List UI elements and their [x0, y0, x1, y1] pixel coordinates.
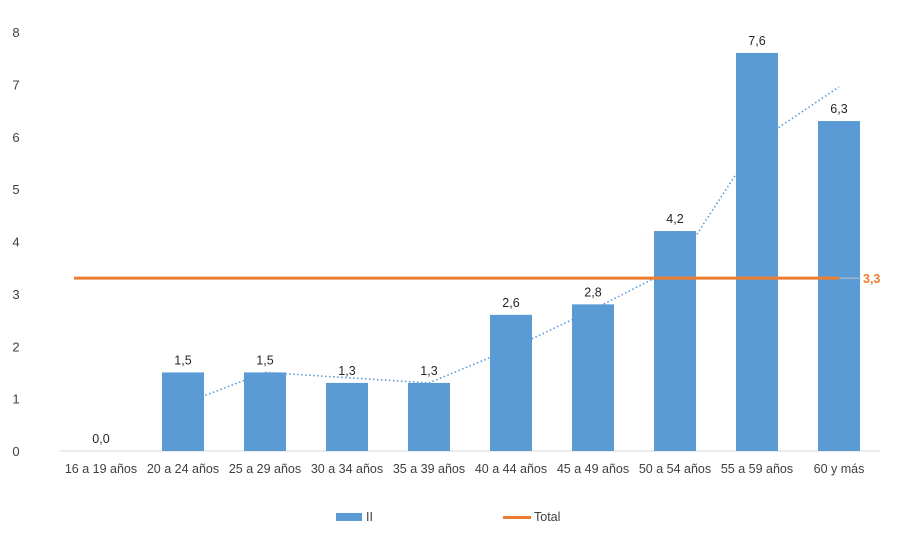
- data-label: 4,2: [666, 212, 683, 226]
- category-label: 50 a 54 años: [639, 462, 711, 476]
- data-label: 1,3: [338, 364, 355, 378]
- bar: [654, 231, 696, 451]
- bar: [408, 382, 450, 451]
- legend-item-ii: II: [336, 510, 373, 524]
- y-tick-label: 6: [12, 130, 19, 145]
- legend-item-total: Total: [503, 510, 560, 524]
- y-tick-label: 3: [12, 287, 19, 302]
- y-axis-ticks: 0 1 2 3 4 5 6 7 8: [12, 25, 19, 459]
- legend-label: II: [366, 510, 373, 524]
- category-label: 55 a 59 años: [721, 462, 793, 476]
- trendline-path: [182, 86, 840, 405]
- legend-label: Total: [534, 510, 561, 524]
- bar: [736, 52, 778, 451]
- total-line: 3,3: [74, 272, 880, 286]
- data-label: 2,8: [584, 285, 601, 299]
- data-label: 1,5: [256, 353, 273, 367]
- data-label: 1,3: [420, 364, 437, 378]
- data-labels: 0,0 1,5 1,5 1,3 1,3 2,6 2,8 4,2 7,6 6,3: [92, 34, 847, 446]
- category-label: 60 y más: [814, 462, 865, 476]
- category-label: 25 a 29 años: [229, 462, 301, 476]
- bar-series-ii: [162, 52, 860, 451]
- data-label: 6,3: [830, 102, 847, 116]
- bar: [162, 372, 204, 451]
- line-swatch-icon: [503, 515, 531, 519]
- category-label: 45 a 49 años: [557, 462, 629, 476]
- total-value-label: 3,3: [863, 272, 880, 286]
- category-label: 20 a 24 años: [147, 462, 219, 476]
- y-tick-label: 5: [12, 182, 19, 197]
- data-label: 1,5: [174, 353, 191, 367]
- bar-swatch-icon: [336, 513, 362, 521]
- data-label: 0,0: [92, 432, 109, 446]
- y-tick-label: 2: [12, 339, 19, 354]
- y-tick-label: 7: [12, 77, 19, 92]
- y-tick-label: 8: [12, 25, 19, 40]
- bar: [244, 372, 286, 451]
- category-label: 40 a 44 años: [475, 462, 547, 476]
- y-tick-label: 0: [12, 444, 19, 459]
- trendline: [182, 86, 840, 405]
- category-label: 16 a 19 años: [65, 462, 137, 476]
- data-label: 7,6: [748, 34, 765, 48]
- bar: [572, 304, 614, 451]
- y-tick-label: 1: [12, 392, 19, 407]
- category-label: 35 a 39 años: [393, 462, 465, 476]
- bar: [818, 121, 860, 451]
- bar: [490, 314, 532, 451]
- x-axis-labels: 16 a 19 años 20 a 24 años 25 a 29 años 30 a…: [65, 462, 865, 476]
- data-label: 2,6: [502, 296, 519, 310]
- category-label: 30 a 34 años: [311, 462, 383, 476]
- bar: [326, 382, 368, 451]
- y-tick-label: 4: [12, 235, 19, 250]
- legend: II Total: [0, 510, 898, 530]
